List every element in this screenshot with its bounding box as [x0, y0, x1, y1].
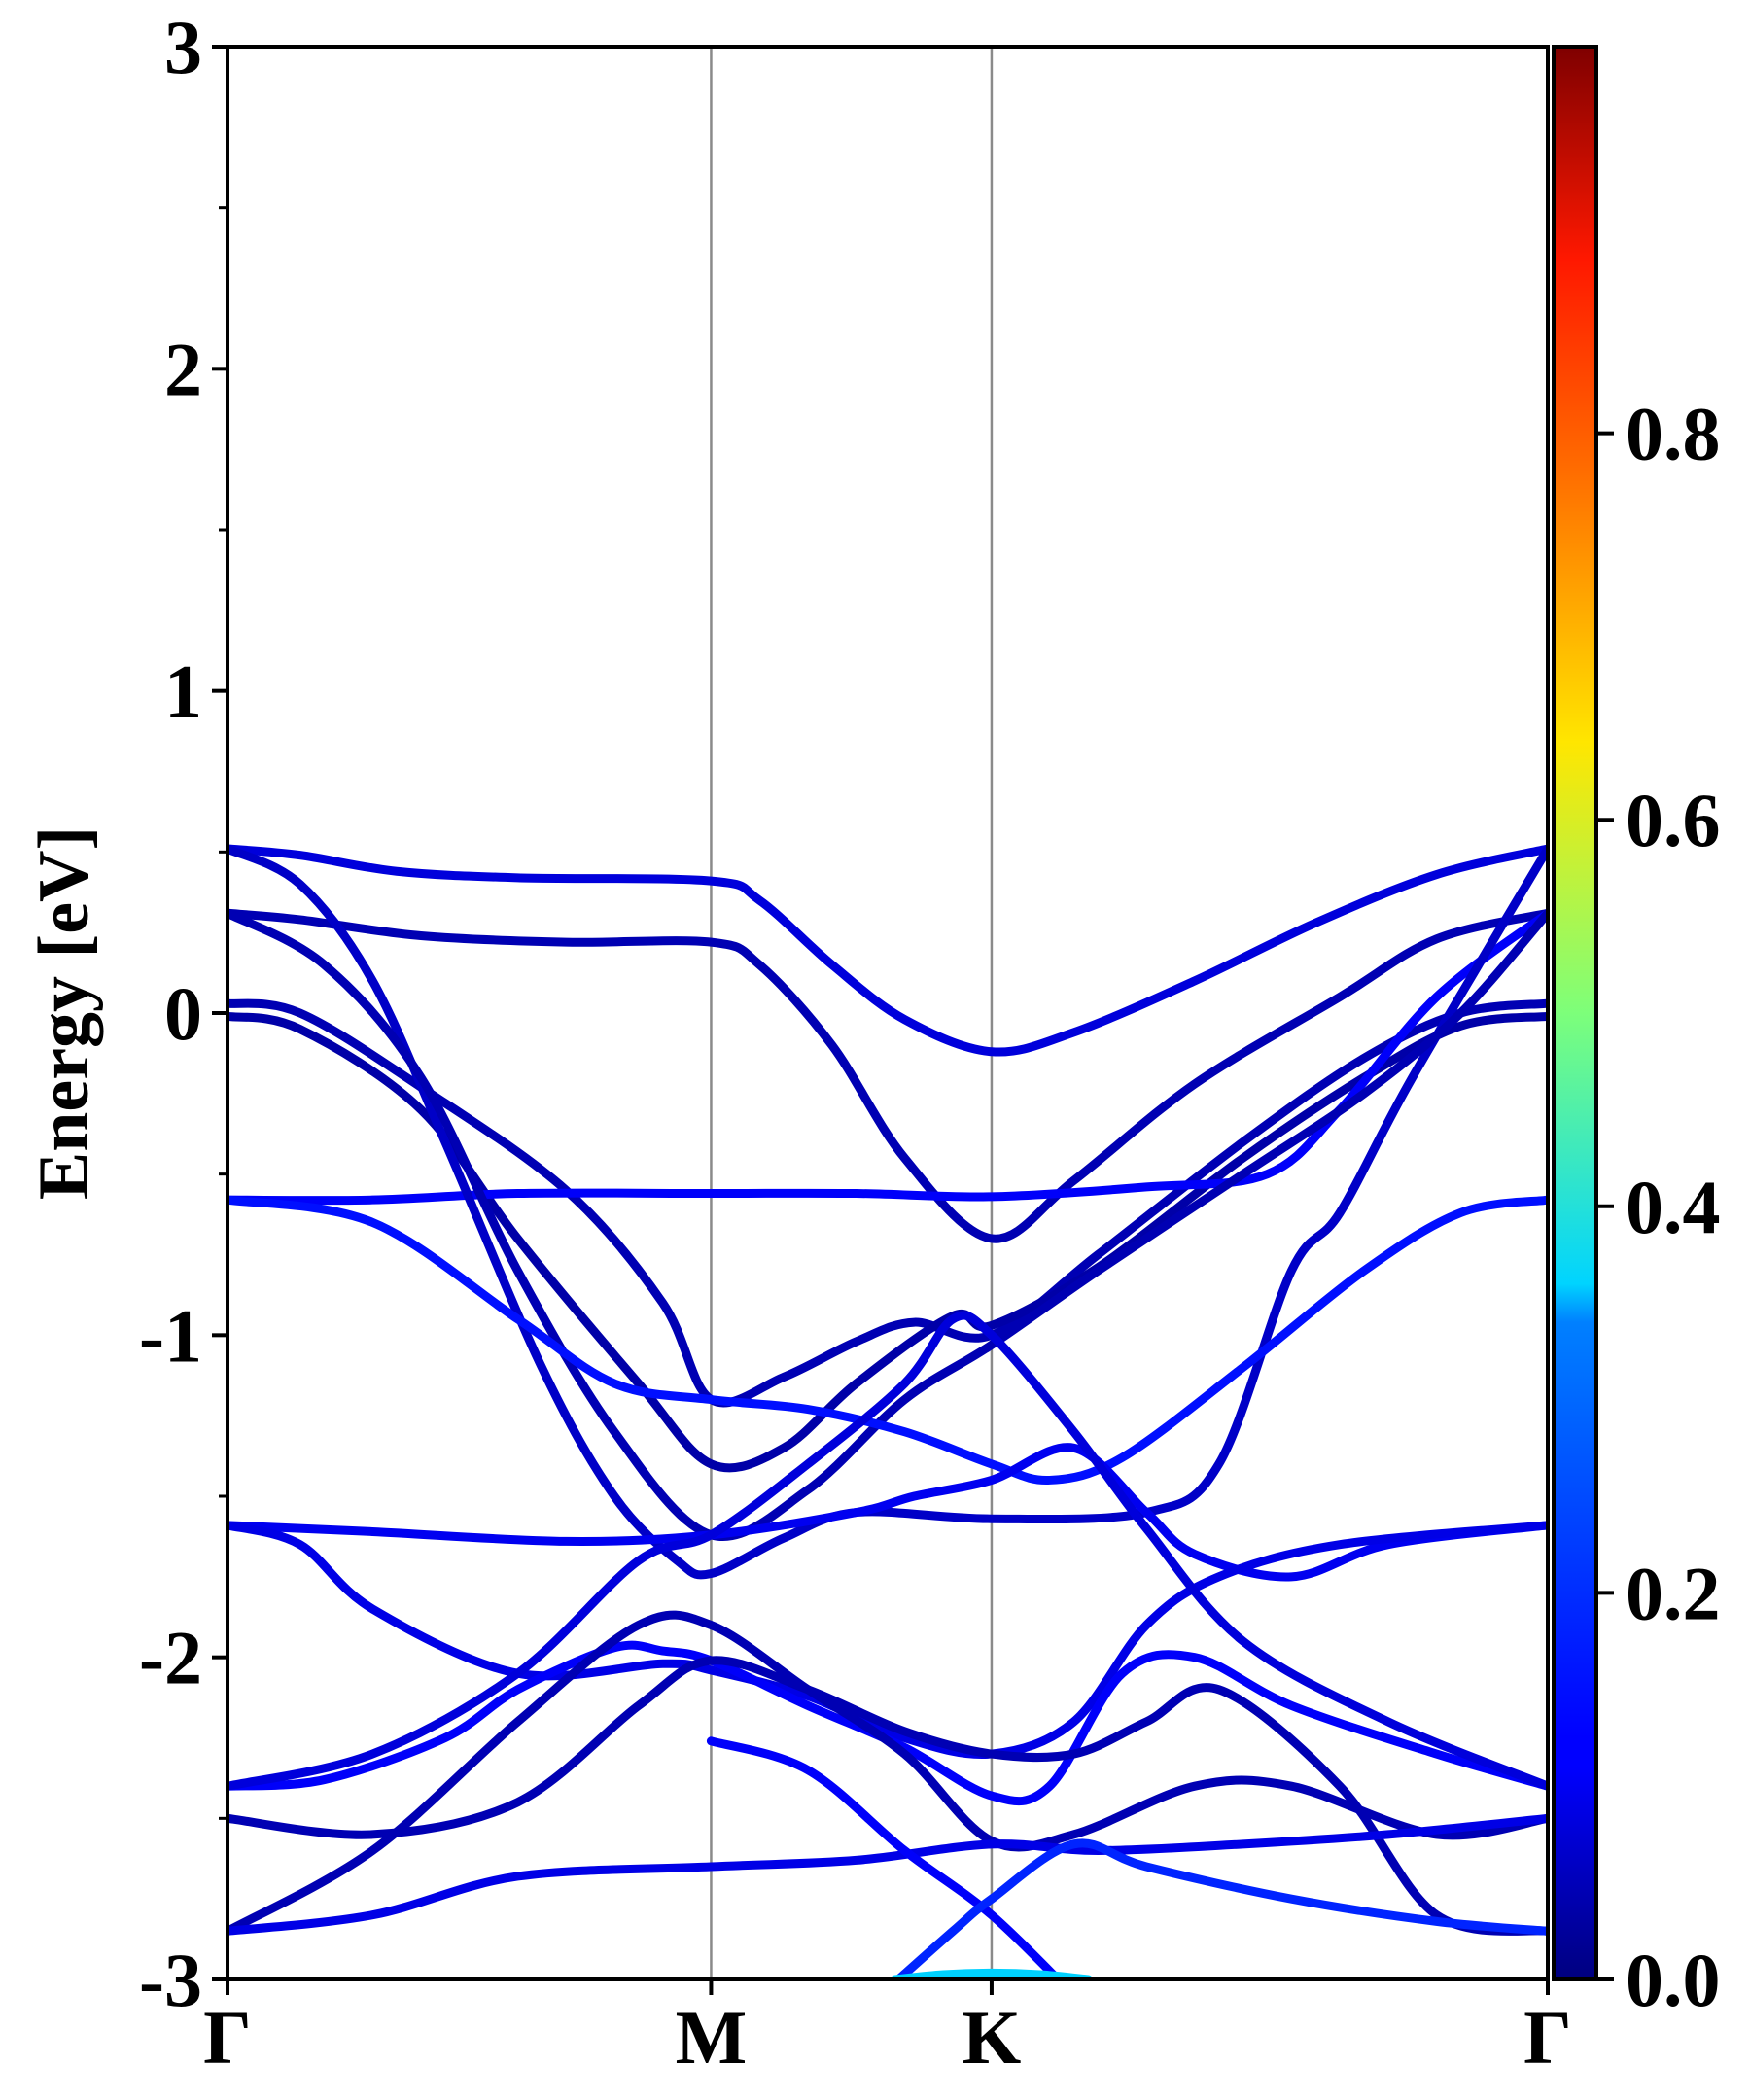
y-tick-label: 3 [164, 5, 202, 89]
y-tick-label: 0 [164, 971, 202, 1056]
x-tick-label: K [962, 1995, 1022, 2080]
band-1 [228, 844, 1548, 1057]
y-axis-ticks: 3 2 1 0 -1 -2 -3 [139, 5, 228, 2022]
y-tick-label: -1 [139, 1293, 202, 1378]
band-9 [228, 1443, 1548, 1582]
colorbar-tick-label: 0.2 [1626, 1551, 1721, 1635]
band-3 [228, 998, 1548, 1408]
colorbar-tick-label: 0.4 [1626, 1165, 1721, 1249]
band-6 [228, 844, 1548, 1580]
band-12 [228, 1311, 1548, 1791]
colorbar-tick-label: 0.6 [1626, 778, 1721, 862]
y-tick-label: 1 [164, 649, 202, 734]
x-tick-label: M [676, 1995, 748, 2080]
high-symmetry-lines [710, 47, 994, 1979]
y-axis-title: Energy [eV] [24, 826, 104, 1200]
band-7 [228, 908, 1548, 1541]
y-tick-label: -3 [139, 1938, 202, 2022]
band-lines [228, 844, 1548, 1979]
colorbar [1552, 45, 1598, 1981]
colorbar-tick-label: 0.8 [1626, 392, 1721, 476]
band-17 [892, 1838, 1548, 1979]
colorbar-tick-label: 0.0 [1626, 1938, 1721, 2022]
y-tick-label: -2 [139, 1616, 202, 1700]
band-16 [706, 1736, 1065, 1979]
band-2 [228, 908, 1548, 1243]
x-tick-label: Γ [203, 1995, 252, 2080]
band-5 [228, 908, 1548, 1206]
band-18 [890, 1968, 1093, 1979]
band-8 [228, 1195, 1548, 1485]
colorbar-ticks: 0.0 0.2 0.4 0.6 0.8 [1596, 392, 1721, 2022]
band-14 [228, 1610, 1548, 1936]
x-tick-label: Γ [1523, 1995, 1572, 2080]
y-tick-label: 2 [164, 327, 202, 411]
band-13 [228, 1656, 1548, 1936]
